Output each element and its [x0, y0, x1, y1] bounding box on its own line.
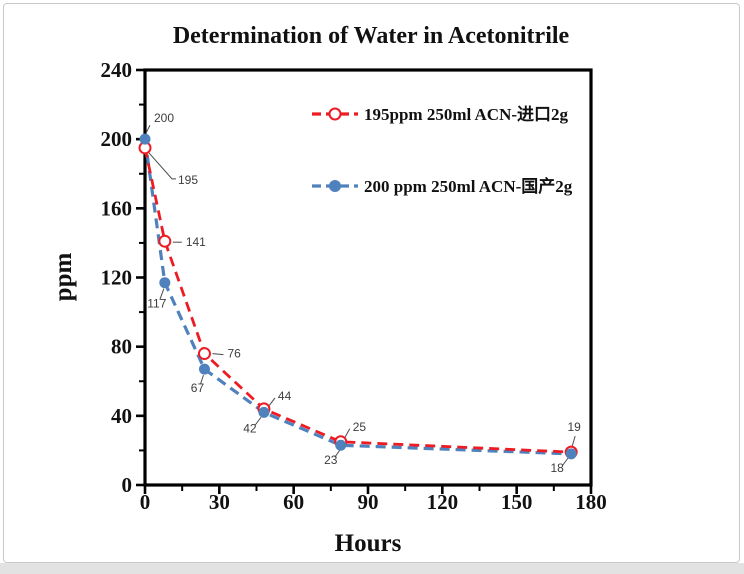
plot-border: [143, 68, 593, 487]
data-point-label: 23: [324, 453, 338, 467]
legend-entry-0: 195ppm 250ml ACN-进口2g: [312, 105, 569, 124]
point-label-leader: [159, 288, 165, 300]
data-point-label: 195: [178, 173, 198, 187]
data-point-marker-filled: [258, 406, 270, 418]
x-axis-tick-label: 30: [209, 490, 230, 514]
series-group: 195 141 76 44 25 19 200 117 67 42 23 18: [138, 111, 581, 475]
data-point-label: 67: [191, 381, 205, 395]
data-point-label: 141: [186, 235, 206, 249]
legend-label: 200 ppm 250ml ACN-国产2g: [364, 176, 573, 196]
series-line-1: [143, 138, 572, 456]
legend-marker-icon: [329, 180, 341, 192]
y-axis-tick-label: 200: [101, 127, 133, 151]
data-point-marker-filled: [565, 448, 577, 460]
point-label-leader: [561, 457, 569, 467]
series-line-0: [143, 147, 572, 454]
x-axis-tick-label: 90: [358, 490, 379, 514]
point-label-leader: [145, 124, 151, 134]
chart-card: [3, 3, 740, 563]
data-point-marker-filled: [198, 363, 210, 375]
y-axis-tick-label: 240: [101, 58, 133, 82]
data-point-label: 42: [243, 421, 257, 435]
window-bottom-strip: [0, 563, 744, 574]
point-label-leader: [147, 151, 176, 180]
data-point-label: 76: [227, 347, 241, 361]
x-axis-tick-label: 120: [427, 490, 459, 514]
data-point-marker-open: [158, 234, 172, 248]
y-axis-tick-label: 0: [122, 473, 133, 497]
y-axis-title: ppm: [50, 253, 77, 302]
x-axis-tick-label: 180: [575, 490, 607, 514]
x-axis-tick-label: 0: [140, 490, 151, 514]
data-point-marker-filled: [335, 439, 347, 451]
point-label-leader: [212, 353, 224, 356]
y-axis-tick-label: 120: [101, 266, 133, 290]
point-label-leader: [199, 374, 204, 385]
point-label-leader: [254, 417, 262, 426]
legend: 195ppm 250ml ACN-进口2g 200 ppm 250ml ACN-国…: [312, 105, 573, 196]
point-label-leader: [268, 397, 276, 407]
legend-label: 195ppm 250ml ACN-进口2g: [364, 105, 569, 124]
axis-ticks: 0 30 60 90 120 150 180 0 40 80 120 160 200 240: [101, 58, 607, 514]
data-point-label: 25: [353, 420, 367, 434]
y-axis-tick-label: 40: [111, 404, 132, 428]
legend-marker-icon: [328, 107, 342, 121]
data-point-marker-filled: [159, 277, 171, 289]
x-axis-title: Hours: [335, 530, 402, 557]
data-point-marker-open: [197, 347, 211, 361]
y-axis-tick-label: 80: [111, 335, 132, 359]
y-axis-tick-label: 160: [101, 196, 133, 220]
data-point-label: 18: [550, 461, 564, 475]
data-point-label: 19: [567, 420, 581, 434]
chart-title: Determination of Water in Acetonitrile: [173, 23, 570, 49]
point-label-leader: [571, 436, 576, 447]
x-axis-tick-label: 150: [501, 490, 533, 514]
point-label-leader: [344, 428, 351, 439]
data-point-label: 117: [147, 297, 166, 311]
legend-entry-1: 200 ppm 250ml ACN-国产2g: [312, 176, 573, 196]
data-point-label: 200: [154, 111, 174, 125]
point-label-leader: [334, 449, 341, 458]
data-point-marker-filled: [139, 133, 151, 145]
data-point-label: 44: [278, 389, 292, 403]
x-axis-tick-label: 60: [283, 490, 304, 514]
